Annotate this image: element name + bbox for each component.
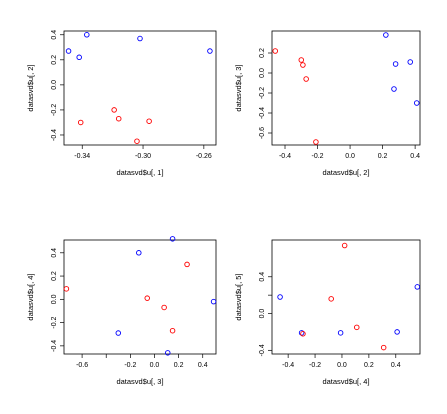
x-tick-label: -0.26 [196,153,212,160]
data-point [277,294,283,300]
x-tick-label: 0.2 [364,362,374,369]
x-tick-label: -0.34 [74,153,90,160]
x-tick-label: -0.2 [312,153,324,160]
x-tick-label: -0.4 [282,362,294,369]
data-point [392,61,399,67]
x-axis-label: datasvd$u[, 3] [116,377,163,386]
y-tick-label: -0.6 [259,127,266,139]
data-point [413,100,420,106]
data-point [298,57,305,63]
data-point [303,76,309,82]
data-point [137,35,143,42]
data-point [164,350,171,356]
x-tick-label: -0.4 [279,153,291,160]
y-tick-label: 0.4 [259,272,266,282]
data-point [115,330,122,336]
scatter-panel-1: -0.34 -0.30 -0.26 -0.4 -0.2 0.0 0.2 0.4 datasvd$… [26,30,217,177]
data-point [169,236,176,242]
data-point [146,118,152,124]
plot-frame [63,239,217,355]
y-axis-label: datasvd$u[, 2] [26,64,35,111]
data-point [383,32,389,38]
data-point [144,295,150,301]
x-axis-label: datasvd$u[, 1] [116,168,163,177]
x-tick-label: 0.2 [174,362,184,369]
plot-frame [63,30,217,146]
y-tick-label: -0.4 [51,129,58,141]
y-tick-label: 0.4 [51,30,58,40]
data-point [136,250,142,256]
y-axis-label: datasvd$u[, 3] [234,64,243,111]
data-point [63,286,70,292]
y-tick-label: 0.0 [51,294,58,304]
data-point [207,48,213,54]
x-axis-label: datasvd$u[, 2] [322,168,369,177]
y-axis-label: datasvd$u[, 4] [26,273,35,320]
data-point [134,138,140,144]
data-point [391,86,397,92]
x-tick-label: 0.2 [378,153,388,160]
y-tick-label: -0.4 [51,340,58,352]
x-tick-label: 0.4 [391,362,401,369]
y-tick-label: 0.0 [259,309,266,319]
x-tick-label: -0.6 [76,362,88,369]
data-point [407,59,413,65]
data-point [341,242,348,249]
data-point [84,32,90,38]
y-axis-label: datasvd$u[, 5] [234,273,243,320]
data-point [354,324,360,331]
data-point [272,48,279,54]
data-point [337,330,344,336]
data-point [394,329,400,335]
scatter-panel-2: -0.4 -0.2 0.0 0.2 0.4 -0.6 -0.4 -0.2 0.0 0.2 datas… [234,30,421,177]
data-point [414,284,421,290]
y-tick-label: 0.0 [51,80,58,90]
y-tick-label: 0.2 [51,55,58,65]
plot-frame [271,239,421,355]
x-tick-label: -0.2 [309,362,321,369]
x-tick-label: 0.4 [410,153,420,160]
y-tick-label: 0.4 [51,248,58,258]
data-point [169,327,176,334]
data-point [111,107,117,113]
x-axis-label: datasvd$u[, 4] [322,377,369,386]
x-tick-label: 0.0 [337,362,347,369]
data-point [210,298,217,305]
x-tick-label: 0.4 [198,362,208,369]
data-point [76,54,82,61]
x-tick-label: 0.0 [345,153,355,160]
data-point [77,119,84,126]
data-point [161,304,167,311]
data-point [300,62,306,68]
data-point [115,115,122,122]
y-tick-label: 0.2 [259,48,266,58]
data-point [328,296,334,302]
y-tick-label: 0.0 [259,68,266,78]
scatter-panel-4: -0.4 -0.2 0.0 0.2 0.4 -0.4 0.0 0.4 datasvd$u[, 4… [234,239,421,386]
y-tick-label: -0.4 [259,107,266,119]
x-tick-label: -0.2 [124,362,136,369]
y-tick-label: -0.4 [259,344,266,356]
data-point [298,330,305,336]
data-point [184,261,190,268]
data-point [300,331,306,337]
scatter-panel-3: -0.6 -0.2 0.0 0.2 0.4 -0.4 -0.2 0.0 0.2 0.4 datasv… [26,236,217,386]
y-tick-label: -0.2 [259,87,266,99]
x-tick-label: 0.0 [150,362,160,369]
data-point [65,48,72,54]
plot-frame [271,30,421,146]
y-tick-label: -0.2 [51,104,58,116]
data-point [380,344,387,351]
y-tick-label: 0.2 [51,271,58,281]
data-point [313,139,319,145]
y-tick-label: -0.2 [51,316,58,328]
x-tick-label: -0.30 [135,153,151,160]
